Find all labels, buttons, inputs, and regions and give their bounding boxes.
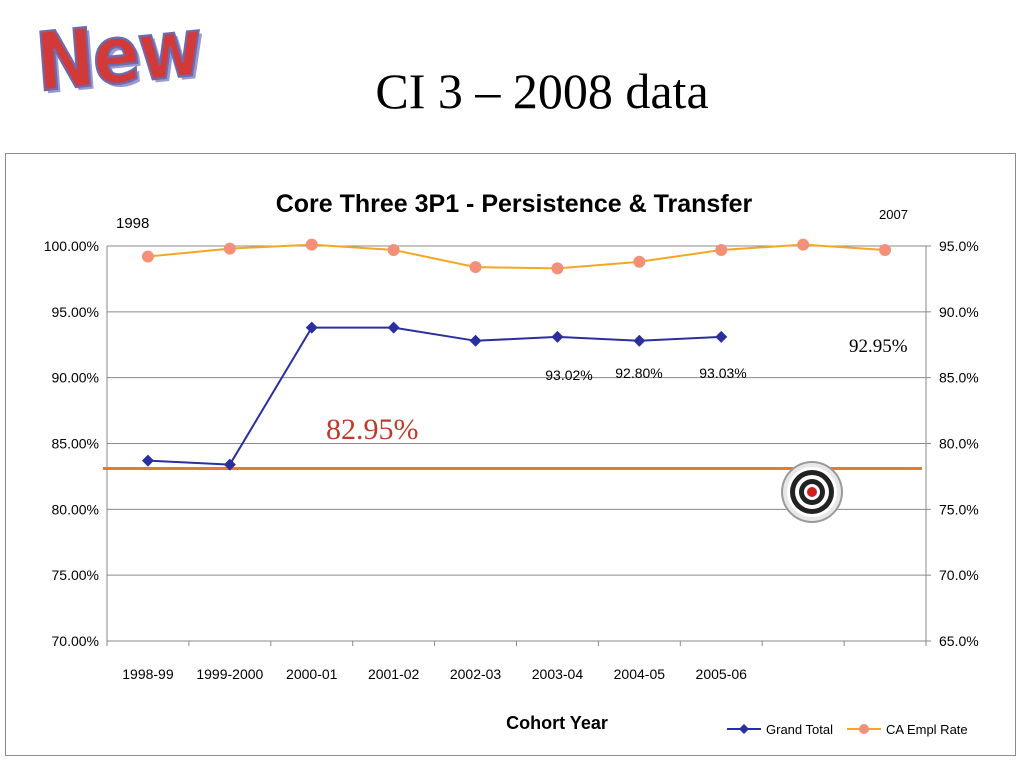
y-left-tick-label: 100.00% (44, 238, 99, 254)
y-left-tick-label: 95.00% (52, 304, 99, 320)
y-left-tick-label: 85.00% (52, 436, 99, 452)
annotation-1998: 1998 (116, 215, 149, 232)
legend-label: Grand Total (766, 722, 833, 737)
ca-empl-rate-point (797, 238, 810, 251)
ca-empl-rate-point (223, 242, 236, 255)
x-tick-label: 1998-99 (122, 666, 174, 682)
y-left-tick-label: 80.00% (52, 501, 99, 517)
ca-empl-rate-point (469, 261, 482, 274)
grand-total-point (715, 330, 728, 343)
slide-title: CI 3 – 2008 data (375, 63, 709, 119)
y-left-tick-label: 90.00% (52, 370, 99, 386)
chart-frame: 70.00% 75.00% 80.00% 85.00% 90.00% 95.00% 100.… (5, 153, 1016, 756)
legend-marker (739, 724, 749, 734)
label-2003-04: 93.02% (545, 367, 592, 383)
ca-empl-rate-point (715, 243, 728, 256)
y-right-tick-label: 75.0% (939, 501, 979, 517)
y-left-tick-label: 70.00% (52, 633, 99, 649)
grand-total-point (223, 458, 236, 471)
chart-title: Core Three 3P1 - Persistence & Transfer (276, 190, 753, 218)
y-right-tick-label: 95.0% (939, 238, 979, 254)
ca-empl-rate-point (633, 255, 646, 268)
x-tick-label: 2001-02 (368, 666, 420, 682)
legend-marker (859, 724, 869, 734)
annotation-2007: 2007 (879, 207, 908, 222)
y-left-tick-label: 75.00% (52, 567, 99, 583)
legend-label: CA Empl Rate (886, 722, 968, 737)
target-icon (781, 461, 843, 523)
y-right-tick-label: 70.0% (939, 567, 979, 583)
ca-empl-rate-point (879, 243, 892, 256)
plot-area: 70.00% 75.00% 80.00% 85.00% 90.00% 95.00% 100.… (44, 238, 979, 682)
x-tick-label: 2005-06 (696, 666, 748, 682)
grand-total-point (387, 321, 400, 334)
grand-total-point (551, 330, 564, 343)
x-axis-label: Cohort Year (506, 713, 608, 733)
x-tick-label: 2004-05 (614, 666, 666, 682)
label-2004-05: 92.80% (615, 365, 662, 381)
grand-total-point (141, 454, 154, 467)
y-right-tick-label: 85.0% (939, 370, 979, 386)
label-2005-06: 93.03% (699, 365, 746, 381)
y-right-tick-label: 65.0% (939, 633, 979, 649)
grand-total-point (633, 334, 646, 347)
ca-empl-rate-point (551, 262, 564, 275)
y-right-tick-label: 80.0% (939, 436, 979, 452)
ca-empl-rate-point (305, 238, 318, 251)
grand-total-point (305, 321, 318, 334)
reference-line-label: 82.95% (326, 413, 419, 446)
series-line-ca-empl-rate (147, 243, 886, 270)
ca-empl-rate-point (141, 250, 154, 263)
ca-empl-rate-point (387, 243, 400, 256)
persistence-chart: 70.00% 75.00% 80.00% 85.00% 90.00% 95.00% 100.… (44, 190, 979, 737)
x-tick-label: 2000-01 (286, 666, 338, 682)
x-tick-label: 2002-03 (450, 666, 502, 682)
series-line-grand-total (147, 326, 722, 466)
x-tick-label: 2003-04 (532, 666, 584, 682)
target-value-label: 92.95% (849, 336, 908, 357)
y-right-tick-label: 90.0% (939, 304, 979, 320)
x-tick-label: 1999-2000 (196, 666, 263, 682)
legend: Grand Total CA Empl Rate (727, 722, 968, 737)
grand-total-point (469, 334, 482, 347)
